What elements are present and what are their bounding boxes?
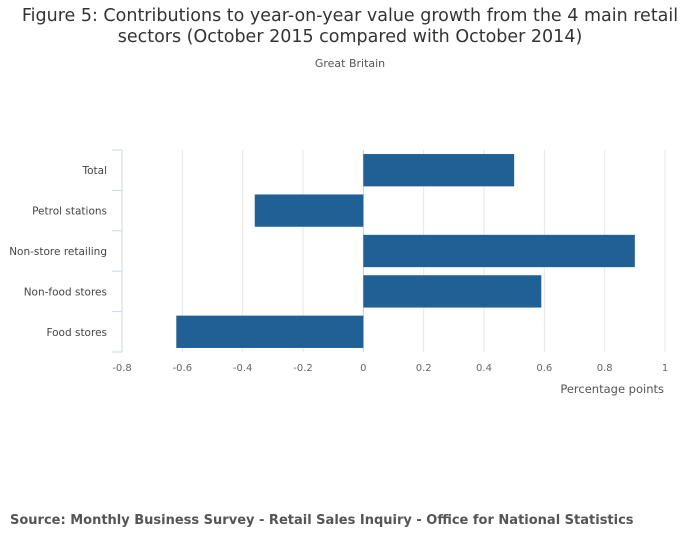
x-tick-label: 0.8 xyxy=(597,363,613,374)
bar xyxy=(363,234,635,268)
x-tick-label: -0.8 xyxy=(112,363,132,374)
x-tick-label: 0.4 xyxy=(476,363,492,374)
category-axis xyxy=(112,149,123,353)
chart-title-line-1: Figure 5: Contributions to year-on-year … xyxy=(21,6,679,26)
x-tick-label: -0.2 xyxy=(293,363,313,374)
x-tick-label: 1 xyxy=(662,363,668,374)
x-tick-label: 0.6 xyxy=(536,363,552,374)
category-label: Non-store retailing xyxy=(9,246,107,258)
x-tick-label: -0.6 xyxy=(173,363,193,374)
x-tick-label: 0 xyxy=(360,363,366,374)
source-note: Source: Monthly Business Survey - Retail… xyxy=(10,513,634,528)
axis-labels: -0.8 -0.6 -0.4 -0.2 0 0.2 0.4 0.6 0.8 1 Total Petro… xyxy=(9,165,668,374)
bar xyxy=(176,315,364,348)
x-tick-label: -0.4 xyxy=(233,363,253,374)
bars xyxy=(176,154,635,348)
category-label: Total xyxy=(81,165,107,177)
bar xyxy=(254,194,364,227)
x-axis-title: Percentage points xyxy=(560,382,664,396)
chart-title: Figure 5: Contributions to year-on-year … xyxy=(0,6,700,48)
bar xyxy=(363,275,542,308)
x-tick-label: 0.2 xyxy=(416,363,432,374)
chart-title-line-2: sectors (October 2015 compared with Octo… xyxy=(117,27,583,47)
category-label: Food stores xyxy=(46,327,107,339)
chart-subtitle: Great Britain xyxy=(314,57,386,70)
category-label: Non-food stores xyxy=(24,286,107,298)
bar xyxy=(363,154,515,187)
category-label: Petrol stations xyxy=(32,206,107,218)
